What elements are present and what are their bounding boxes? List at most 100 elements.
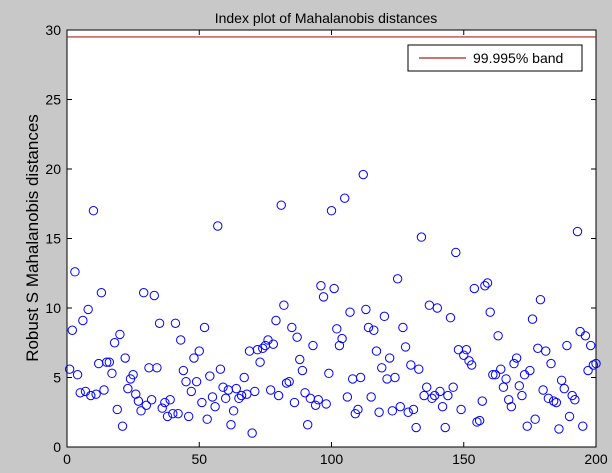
data-point (281, 378, 292, 388)
data-point (215, 364, 226, 374)
data-point (101, 357, 112, 367)
data-point (445, 313, 456, 323)
data-point (514, 381, 524, 391)
x-tick-label: 50 (191, 451, 207, 467)
data-point (250, 386, 260, 397)
data-point (284, 376, 294, 387)
data-point (149, 290, 159, 301)
data-point (252, 345, 263, 355)
data-point (591, 358, 601, 369)
data-point (234, 393, 244, 404)
data-point (292, 332, 302, 342)
data-point (493, 331, 503, 341)
data-point (501, 374, 511, 384)
data-point (210, 401, 220, 412)
y-tick-label: 5 (53, 370, 61, 386)
data-point (329, 283, 339, 294)
data-point (572, 226, 583, 237)
data-point (408, 404, 419, 415)
data-point (213, 221, 223, 231)
data-point (427, 393, 437, 404)
plot-area (66, 29, 597, 448)
data-point (337, 333, 347, 344)
data-point (276, 200, 286, 210)
data-point (490, 370, 501, 380)
data-point (527, 314, 538, 324)
data-point (99, 385, 109, 395)
data-point (78, 315, 88, 326)
data-point (485, 307, 495, 317)
data-point (387, 406, 398, 416)
data-point (228, 406, 239, 416)
data-point (273, 390, 284, 401)
data-point (374, 407, 384, 417)
data-point (480, 281, 490, 291)
y-tick-label: 20 (45, 161, 61, 177)
data-point (371, 346, 382, 356)
data-point (131, 389, 141, 399)
data-point (390, 372, 400, 383)
data-point (411, 422, 421, 433)
data-point (107, 368, 117, 379)
data-point (342, 392, 353, 402)
data-point (136, 406, 146, 416)
data-point (535, 294, 546, 305)
data-point (326, 206, 337, 216)
data-point (173, 408, 183, 419)
data-point (70, 267, 80, 277)
data-point (302, 420, 313, 430)
data-point (482, 278, 493, 288)
data-point (443, 390, 453, 401)
data-point (451, 247, 461, 258)
data-point (120, 353, 130, 363)
data-point (146, 395, 157, 405)
data-point (509, 358, 519, 369)
data-point (517, 390, 527, 401)
data-point (435, 386, 445, 397)
y-tick-label: 15 (45, 231, 61, 247)
data-point (226, 420, 236, 430)
data-point (559, 383, 569, 394)
data-point (406, 360, 416, 370)
data-point (586, 340, 596, 351)
data-point (255, 357, 265, 367)
data-point (324, 368, 334, 379)
data-point (265, 385, 276, 395)
data-point (459, 350, 469, 360)
data-point (416, 232, 427, 242)
data-point (316, 281, 326, 291)
data-point (554, 424, 564, 434)
data-point (64, 364, 75, 374)
data-point (72, 370, 83, 380)
data-point (231, 383, 241, 394)
data-point (205, 371, 215, 381)
data-point (287, 322, 297, 333)
data-point (139, 288, 149, 298)
y-axis-label: Robust S Mahalanobis distances (23, 114, 42, 362)
data-point (361, 304, 371, 315)
data-point (197, 397, 207, 408)
data-point (541, 346, 551, 356)
data-point (474, 415, 485, 426)
data-point (313, 395, 323, 405)
data-point (414, 364, 424, 374)
x-tick-label: 100 (320, 451, 344, 467)
data-point (186, 386, 197, 397)
data-point (128, 370, 138, 380)
data-point (488, 370, 498, 380)
data-point (112, 404, 122, 415)
data-point (498, 382, 509, 392)
data-point (202, 414, 212, 424)
data-point (477, 396, 487, 406)
data-point (321, 399, 331, 409)
data-point (176, 335, 186, 345)
legend-label: 99.995% band (473, 50, 563, 66)
data-point (115, 329, 125, 340)
data-point (86, 390, 96, 401)
data-point (181, 376, 191, 387)
data-point (67, 325, 77, 335)
data-point (340, 193, 350, 203)
data-point (562, 340, 572, 351)
data-point (75, 388, 85, 398)
data-point (218, 382, 228, 392)
